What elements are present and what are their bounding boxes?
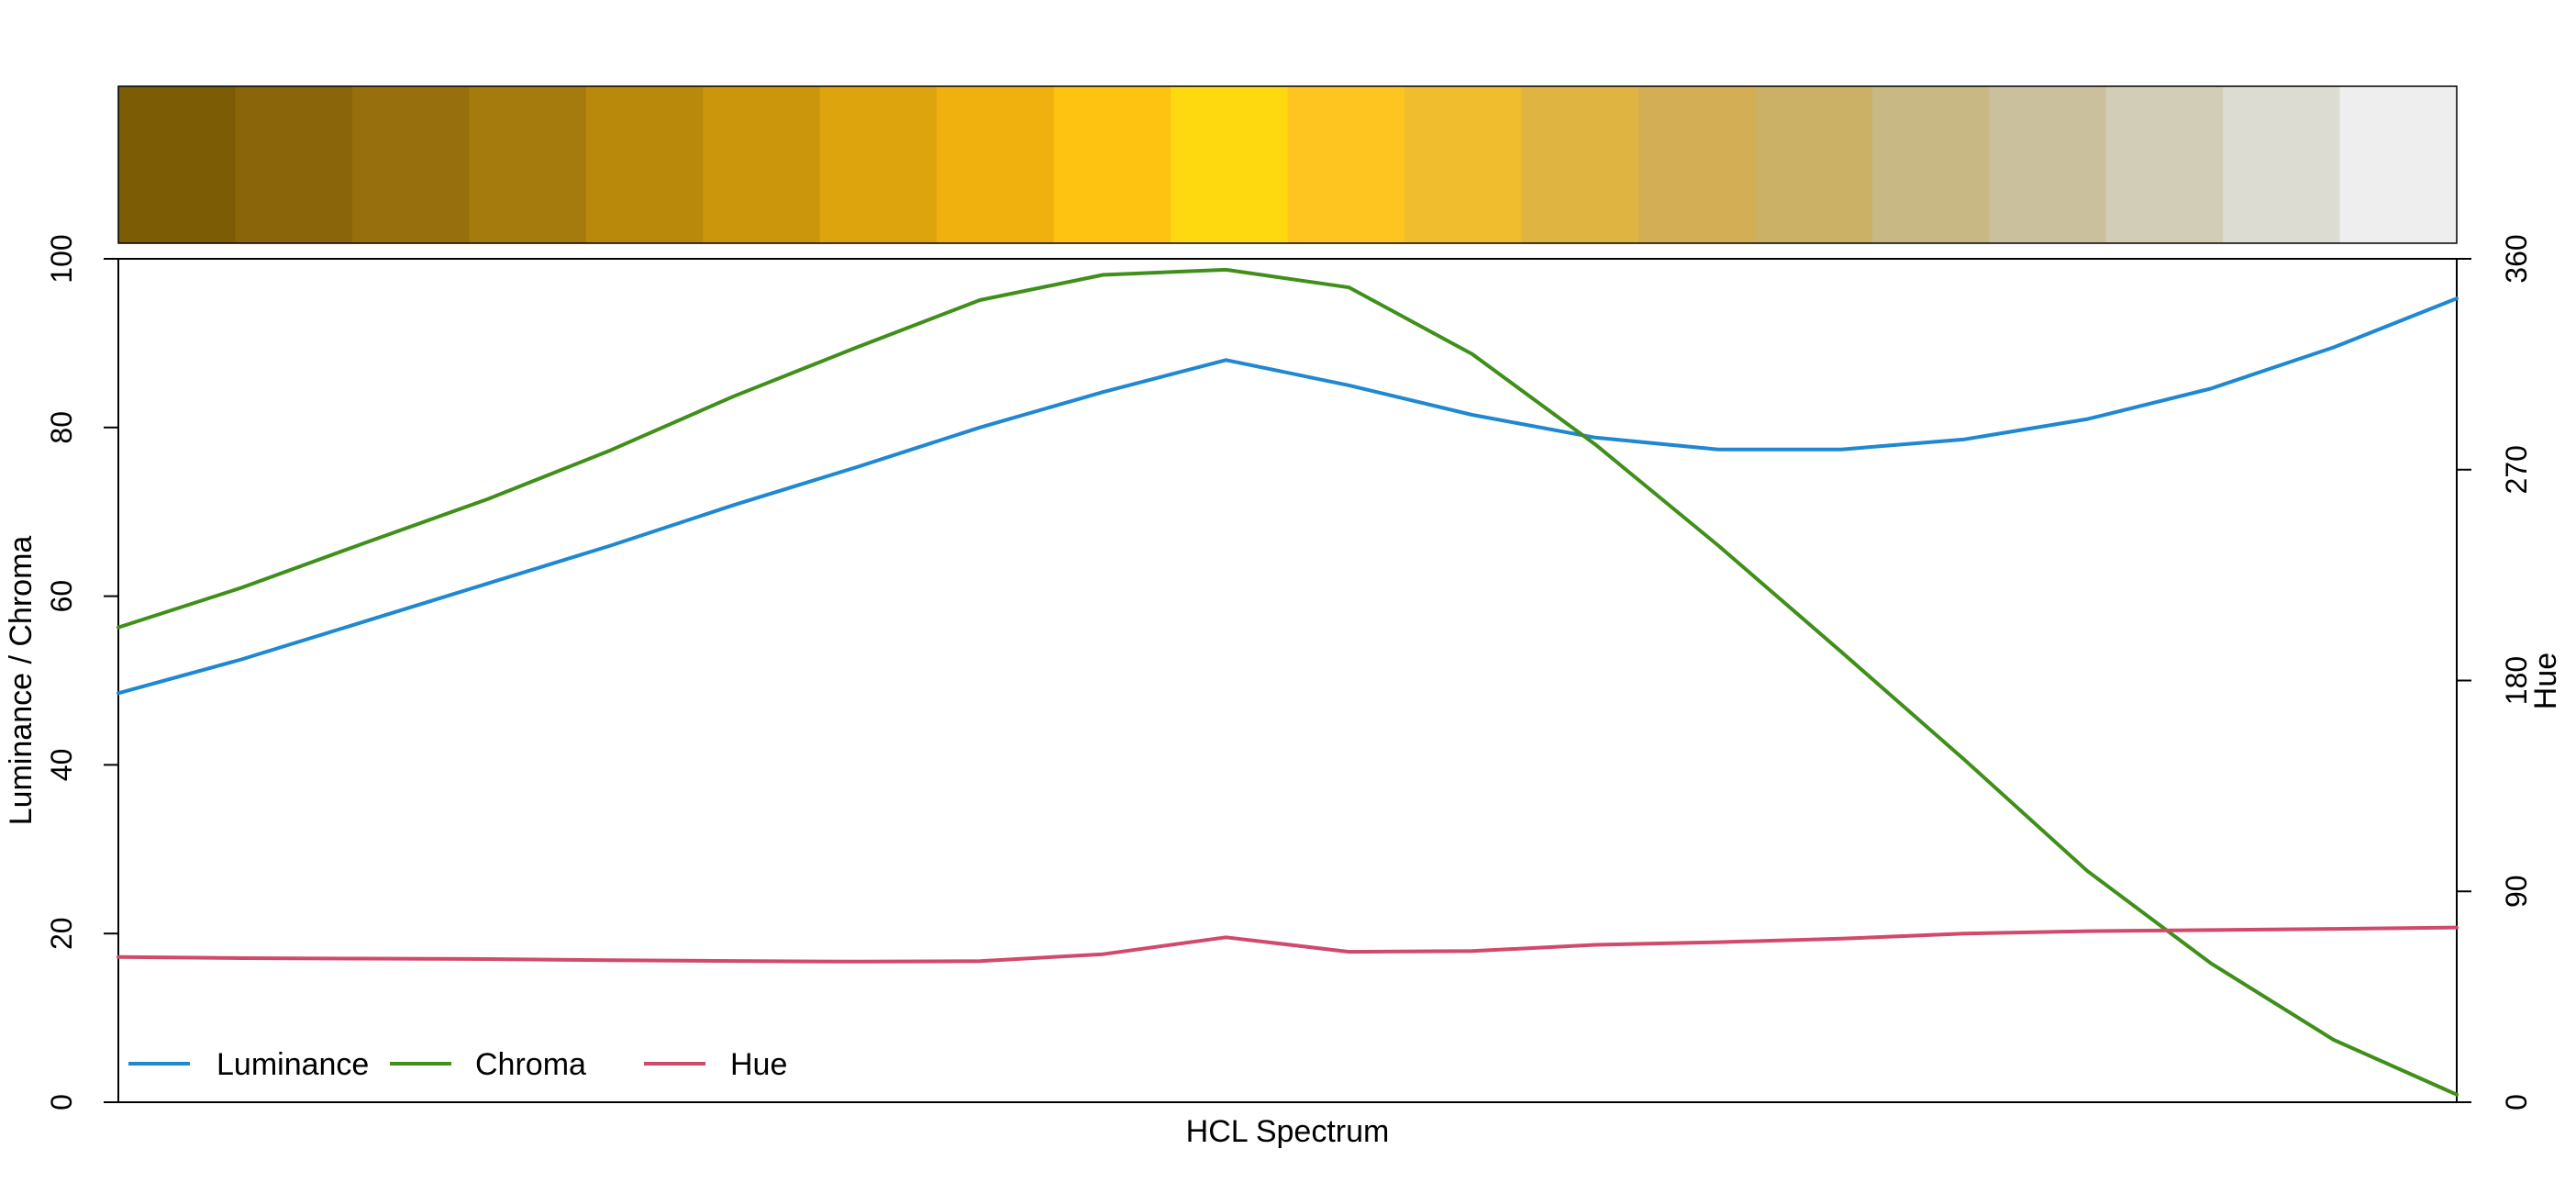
color-swatch-7 <box>819 86 938 243</box>
y2-axis-label: Hue <box>2528 653 2563 709</box>
legend-label-chroma: Chroma <box>475 1047 586 1082</box>
swatch-strip-border <box>117 85 2458 244</box>
color-swatch-9 <box>1053 86 1171 243</box>
right-tick-label: 90 <box>2500 875 2533 908</box>
plot-frame <box>117 258 2458 1103</box>
color-swatch-10 <box>1171 86 1289 243</box>
color-swatch-8 <box>937 86 1055 243</box>
color-swatch-1 <box>118 86 237 243</box>
color-swatch-6 <box>703 86 821 243</box>
left-tick-label: 20 <box>45 917 78 950</box>
swatch-strip <box>118 86 2458 243</box>
left-tick-label: 80 <box>45 411 78 444</box>
left-tick-label: 60 <box>45 580 78 613</box>
color-swatch-16 <box>1871 86 1990 243</box>
x-axis-label: HCL Spectrum <box>1186 1114 1390 1149</box>
right-y-axis: 0 90 180 270 360 <box>2457 234 2533 1110</box>
legend-label-luminance: Luminance <box>217 1047 369 1082</box>
color-swatch-12 <box>1404 86 1522 243</box>
series-lines <box>117 267 2459 1097</box>
color-swatch-13 <box>1521 86 1639 243</box>
right-tick-label: 360 <box>2500 234 2533 283</box>
series-line-chroma <box>117 267 2459 1097</box>
color-swatch-18 <box>2105 86 2224 243</box>
left-tick-label: 40 <box>45 749 78 782</box>
color-swatch-2 <box>235 86 353 243</box>
color-swatch-15 <box>1755 86 1873 243</box>
left-tick-label: 0 <box>45 1094 78 1110</box>
color-swatch-20 <box>2339 86 2458 243</box>
color-swatch-5 <box>585 86 704 243</box>
series-line-hue <box>117 925 2459 964</box>
series-line-luminance <box>117 296 2459 696</box>
left-tick-label: 100 <box>45 234 78 283</box>
color-swatch-17 <box>1989 86 2107 243</box>
left-y-axis: 0 20 40 60 80 100 <box>45 234 118 1110</box>
color-swatch-14 <box>1638 86 1756 243</box>
color-swatch-4 <box>469 86 587 243</box>
y-axis-label: Luminance / Chroma <box>4 536 39 826</box>
right-tick-label: 180 <box>2500 656 2533 705</box>
color-swatch-11 <box>1287 86 1405 243</box>
right-tick-label: 270 <box>2500 445 2533 494</box>
right-tick-label: 0 <box>2500 1094 2533 1110</box>
legend-label-hue: Hue <box>730 1047 787 1082</box>
color-swatch-3 <box>351 86 470 243</box>
color-swatch-19 <box>2223 86 2341 243</box>
legend: Luminance Chroma Hue <box>128 1047 787 1082</box>
